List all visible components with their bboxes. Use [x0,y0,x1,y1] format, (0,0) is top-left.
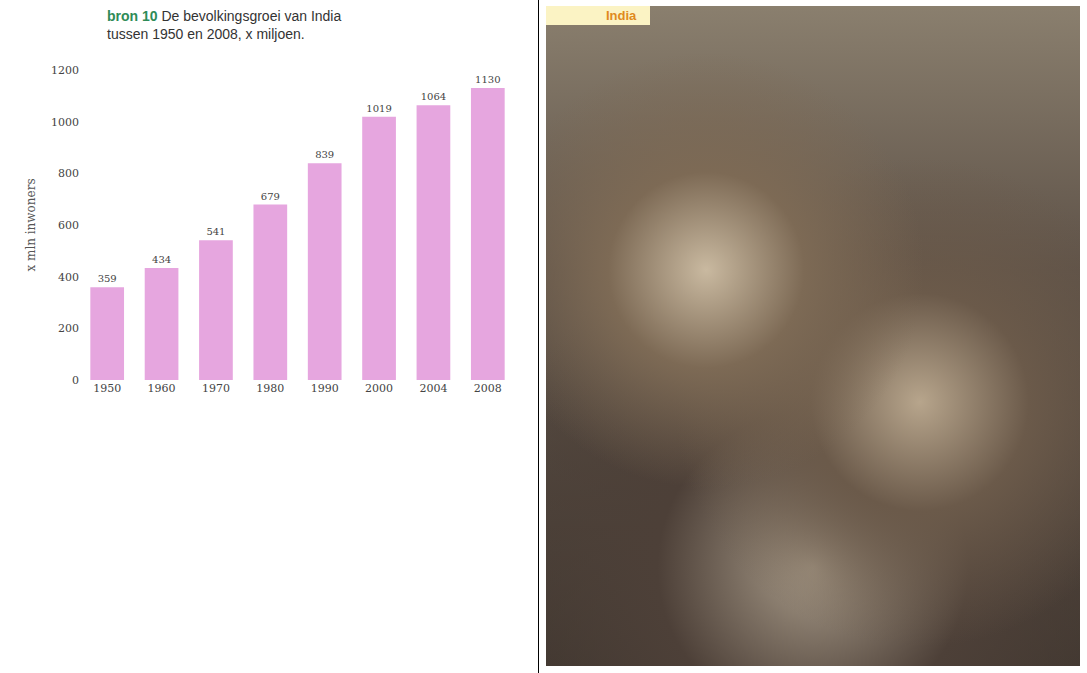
svg-text:1990: 1990 [311,382,339,395]
html-text:India: India [606,8,637,23]
svg-text:bron 10 De bevolkingsgroei van: bron 10 De bevolkingsgroei van Indiatuss… [107,8,341,42]
svg-text:434: 434 [152,254,171,265]
svg-text:1960: 1960 [148,382,176,395]
svg-text:2008: 2008 [474,382,502,395]
svg-text:2000: 2000 [365,382,393,395]
svg-text:1980: 1980 [256,382,284,395]
svg-text:541: 541 [206,226,225,237]
svg-text:1064: 1064 [421,91,446,102]
svg-text:1970: 1970 [202,382,230,395]
svg-text:800: 800 [58,167,79,180]
svg-text:359: 359 [98,273,117,284]
svg-text:400: 400 [58,271,79,284]
svg-text:2004: 2004 [419,382,447,395]
svg-text:600: 600 [58,219,79,232]
svg-text:0: 0 [72,374,79,387]
svg-text:200: 200 [58,322,79,335]
svg-text:1130: 1130 [475,74,500,85]
svg-text:1000: 1000 [51,116,79,129]
svg-text:x mln inwoners: x mln inwoners [24,178,38,271]
svg-text:1950: 1950 [93,382,121,395]
svg-text:679: 679 [261,191,280,202]
svg-text:839: 839 [315,149,334,160]
svg-text:1200: 1200 [51,64,79,77]
svg-text:1019: 1019 [366,103,391,114]
